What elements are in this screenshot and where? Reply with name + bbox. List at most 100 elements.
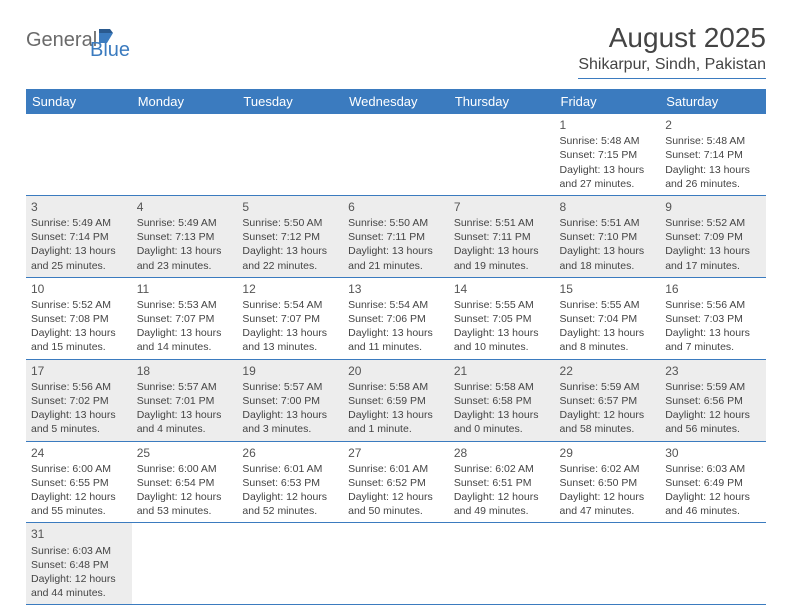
sunrise-text: Sunrise: 6:01 AM (242, 462, 338, 476)
empty-cell (660, 523, 766, 605)
empty-cell (26, 114, 132, 195)
sunset-text: Sunset: 7:14 PM (665, 148, 761, 162)
sunrise-text: Sunrise: 5:56 AM (665, 298, 761, 312)
sunrise-text: Sunrise: 5:55 AM (454, 298, 550, 312)
day-cell-11: 11Sunrise: 5:53 AMSunset: 7:07 PMDayligh… (132, 277, 238, 359)
sunrise-text: Sunrise: 5:49 AM (137, 216, 233, 230)
daylight-text: and 55 minutes. (31, 504, 127, 518)
day-cell-26: 26Sunrise: 6:01 AMSunset: 6:53 PMDayligh… (237, 441, 343, 523)
day-cell-28: 28Sunrise: 6:02 AMSunset: 6:51 PMDayligh… (449, 441, 555, 523)
daylight-text: and 10 minutes. (454, 340, 550, 354)
day-number: 28 (454, 445, 550, 461)
sunrise-text: Sunrise: 5:54 AM (242, 298, 338, 312)
daylight-text: and 50 minutes. (348, 504, 444, 518)
sunset-text: Sunset: 7:01 PM (137, 394, 233, 408)
weekday-saturday: Saturday (660, 89, 766, 114)
day-number: 12 (242, 281, 338, 297)
sunrise-text: Sunrise: 5:52 AM (665, 216, 761, 230)
daylight-text: and 19 minutes. (454, 259, 550, 273)
day-number: 16 (665, 281, 761, 297)
empty-cell (132, 114, 238, 195)
daylight-text: and 14 minutes. (137, 340, 233, 354)
day-cell-16: 16Sunrise: 5:56 AMSunset: 7:03 PMDayligh… (660, 277, 766, 359)
sunset-text: Sunset: 7:11 PM (348, 230, 444, 244)
daylight-text: and 23 minutes. (137, 259, 233, 273)
weekday-monday: Monday (132, 89, 238, 114)
daylight-text: Daylight: 13 hours (454, 244, 550, 258)
week-row: 3Sunrise: 5:49 AMSunset: 7:14 PMDaylight… (26, 195, 766, 277)
daylight-text: Daylight: 12 hours (665, 490, 761, 504)
daylight-text: Daylight: 12 hours (137, 490, 233, 504)
daylight-text: Daylight: 13 hours (560, 163, 656, 177)
sunset-text: Sunset: 6:59 PM (348, 394, 444, 408)
daylight-text: Daylight: 13 hours (348, 244, 444, 258)
sunrise-text: Sunrise: 5:57 AM (242, 380, 338, 394)
sunset-text: Sunset: 7:15 PM (560, 148, 656, 162)
sunset-text: Sunset: 6:51 PM (454, 476, 550, 490)
empty-cell (449, 114, 555, 195)
sunrise-text: Sunrise: 5:59 AM (665, 380, 761, 394)
day-cell-24: 24Sunrise: 6:00 AMSunset: 6:55 PMDayligh… (26, 441, 132, 523)
sunrise-text: Sunrise: 6:00 AM (137, 462, 233, 476)
daylight-text: Daylight: 12 hours (560, 490, 656, 504)
day-number: 27 (348, 445, 444, 461)
daylight-text: and 13 minutes. (242, 340, 338, 354)
sunrise-text: Sunrise: 6:02 AM (560, 462, 656, 476)
week-row: 31Sunrise: 6:03 AMSunset: 6:48 PMDayligh… (26, 523, 766, 605)
location: Shikarpur, Sindh, Pakistan (578, 56, 766, 79)
day-number: 26 (242, 445, 338, 461)
sunset-text: Sunset: 7:04 PM (560, 312, 656, 326)
daylight-text: and 17 minutes. (665, 259, 761, 273)
sunset-text: Sunset: 7:07 PM (137, 312, 233, 326)
sunrise-text: Sunrise: 5:49 AM (31, 216, 127, 230)
daylight-text: Daylight: 13 hours (242, 408, 338, 422)
daylight-text: Daylight: 13 hours (348, 326, 444, 340)
sunrise-text: Sunrise: 6:02 AM (454, 462, 550, 476)
sunset-text: Sunset: 6:50 PM (560, 476, 656, 490)
weekday-wednesday: Wednesday (343, 89, 449, 114)
day-number: 7 (454, 199, 550, 215)
day-number: 6 (348, 199, 444, 215)
daylight-text: and 15 minutes. (31, 340, 127, 354)
daylight-text: and 56 minutes. (665, 422, 761, 436)
day-cell-30: 30Sunrise: 6:03 AMSunset: 6:49 PMDayligh… (660, 441, 766, 523)
daylight-text: and 8 minutes. (560, 340, 656, 354)
day-number: 25 (137, 445, 233, 461)
day-cell-9: 9Sunrise: 5:52 AMSunset: 7:09 PMDaylight… (660, 195, 766, 277)
daylight-text: and 11 minutes. (348, 340, 444, 354)
daylight-text: Daylight: 13 hours (560, 244, 656, 258)
sunrise-text: Sunrise: 5:54 AM (348, 298, 444, 312)
day-number: 22 (560, 363, 656, 379)
sunrise-text: Sunrise: 6:03 AM (31, 544, 127, 558)
daylight-text: Daylight: 12 hours (560, 408, 656, 422)
sunrise-text: Sunrise: 6:00 AM (31, 462, 127, 476)
day-cell-1: 1Sunrise: 5:48 AMSunset: 7:15 PMDaylight… (555, 114, 661, 195)
sunrise-text: Sunrise: 5:51 AM (454, 216, 550, 230)
daylight-text: Daylight: 12 hours (242, 490, 338, 504)
week-row: 1Sunrise: 5:48 AMSunset: 7:15 PMDaylight… (26, 114, 766, 195)
empty-cell (237, 114, 343, 195)
daylight-text: Daylight: 13 hours (31, 244, 127, 258)
daylight-text: and 27 minutes. (560, 177, 656, 191)
daylight-text: and 18 minutes. (560, 259, 656, 273)
day-number: 18 (137, 363, 233, 379)
calendar-table: SundayMondayTuesdayWednesdayThursdayFrid… (26, 89, 766, 605)
daylight-text: Daylight: 13 hours (665, 163, 761, 177)
daylight-text: Daylight: 13 hours (242, 244, 338, 258)
sunrise-text: Sunrise: 6:01 AM (348, 462, 444, 476)
day-cell-14: 14Sunrise: 5:55 AMSunset: 7:05 PMDayligh… (449, 277, 555, 359)
day-cell-12: 12Sunrise: 5:54 AMSunset: 7:07 PMDayligh… (237, 277, 343, 359)
day-cell-17: 17Sunrise: 5:56 AMSunset: 7:02 PMDayligh… (26, 359, 132, 441)
day-number: 29 (560, 445, 656, 461)
day-number: 4 (137, 199, 233, 215)
daylight-text: and 5 minutes. (31, 422, 127, 436)
weekday-header-row: SundayMondayTuesdayWednesdayThursdayFrid… (26, 89, 766, 114)
empty-cell (449, 523, 555, 605)
day-cell-3: 3Sunrise: 5:49 AMSunset: 7:14 PMDaylight… (26, 195, 132, 277)
daylight-text: and 53 minutes. (137, 504, 233, 518)
sunrise-text: Sunrise: 5:48 AM (665, 134, 761, 148)
day-number: 17 (31, 363, 127, 379)
day-cell-22: 22Sunrise: 5:59 AMSunset: 6:57 PMDayligh… (555, 359, 661, 441)
daylight-text: Daylight: 13 hours (348, 408, 444, 422)
empty-cell (132, 523, 238, 605)
